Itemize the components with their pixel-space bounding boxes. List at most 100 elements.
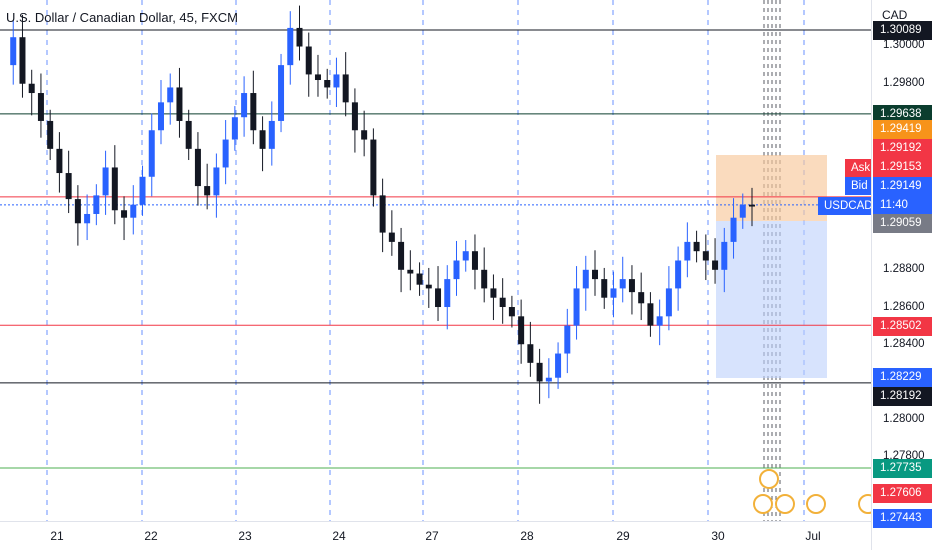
candle-body <box>111 167 118 211</box>
time-axis[interactable]: 21 22 23 24 27 28 29 30 Jul <box>0 521 871 550</box>
candle-body <box>425 284 432 289</box>
price-label: 1.28192 <box>873 387 932 406</box>
candle-body <box>730 217 737 242</box>
candle-body <box>278 65 285 121</box>
candle-body <box>241 93 248 118</box>
candle-body <box>194 148 201 187</box>
price-label: 1.29419 <box>873 120 932 139</box>
date-label: 24 <box>332 529 346 543</box>
price-label: 1.29149 <box>873 177 932 196</box>
candle-body <box>157 102 164 131</box>
candle-body <box>518 316 525 345</box>
price-tick: 1.29800 <box>883 77 925 89</box>
price-label: 1.27443 <box>873 509 932 528</box>
us-flag-icon[interactable] <box>858 494 871 514</box>
candle-body <box>314 74 321 81</box>
candle-body <box>610 288 617 298</box>
candle-body <box>370 139 377 196</box>
candle-body <box>573 288 580 326</box>
candle-body <box>204 186 211 196</box>
loss-zone <box>716 221 827 378</box>
candle-body <box>56 148 63 174</box>
candle-body <box>665 288 672 317</box>
candle-body <box>74 199 81 224</box>
candle-body <box>739 204 746 218</box>
candle-body <box>361 130 368 140</box>
candle-body <box>628 279 635 293</box>
candle-body <box>19 37 26 84</box>
candle-body <box>324 80 331 88</box>
candle-body <box>749 204 755 207</box>
candle-body <box>675 260 682 289</box>
candle-body <box>545 377 552 382</box>
candle-body <box>582 269 589 289</box>
candle-body <box>490 288 497 298</box>
candle-body <box>65 173 72 200</box>
ask-tag: Ask <box>845 159 871 177</box>
candle-body <box>296 27 303 47</box>
candle-body <box>28 83 35 94</box>
price-label: 1.27606 <box>873 484 932 503</box>
candle-body <box>351 102 358 131</box>
candle-body <box>102 167 109 196</box>
candle-body <box>287 27 294 66</box>
candle-body <box>712 260 719 270</box>
candle-body <box>481 269 488 289</box>
date-label: 30 <box>711 529 725 543</box>
price-tick: 1.30000 <box>883 39 925 51</box>
symbol-tag: USDCAD <box>818 197 871 215</box>
candle-body <box>259 130 266 149</box>
date-label: 22 <box>144 529 158 543</box>
price-label: 1.28502 <box>873 317 932 336</box>
price-tick: 1.28000 <box>883 413 925 425</box>
candle-body <box>462 251 469 261</box>
candle-body <box>555 353 562 378</box>
candle-body <box>121 210 128 218</box>
candle-body <box>222 139 229 168</box>
price-label: 1.28229 <box>873 368 932 387</box>
price-label: 1.29059 <box>873 214 932 233</box>
ca-flag-icon[interactable] <box>753 494 773 514</box>
price-chart[interactable]: U.S. Dollar / Canadian Dollar, 45, FXCM … <box>0 0 871 521</box>
price-tick: 1.28400 <box>883 338 925 350</box>
candle-body <box>508 307 515 317</box>
candle-body <box>444 279 451 308</box>
candle-body <box>268 120 275 149</box>
date-label: 27 <box>425 529 439 543</box>
candle-body <box>656 316 663 326</box>
price-tick: 1.28600 <box>883 301 925 313</box>
us-flag-icon[interactable] <box>775 494 795 514</box>
candle-body <box>536 362 543 382</box>
candle-body <box>471 251 478 270</box>
price-label: 1.30089 <box>873 21 932 40</box>
candle-body <box>93 195 100 214</box>
candle-body <box>148 130 155 177</box>
candle-body <box>638 292 645 304</box>
candle-body <box>342 74 349 103</box>
price-tick: 1.28800 <box>883 263 925 275</box>
candle-body <box>139 176 146 205</box>
candle-body <box>702 251 709 261</box>
us-flag-icon[interactable] <box>759 469 779 489</box>
candle-body <box>250 93 257 131</box>
candle-body <box>333 74 340 88</box>
candle-body <box>167 87 174 103</box>
profit-zone <box>716 155 827 221</box>
candle-body <box>453 260 460 280</box>
candle-body <box>130 204 137 218</box>
price-axis[interactable]: CAD 1.30000 1.29800 1.28800 1.28600 1.28… <box>871 0 932 550</box>
candle-body <box>619 279 626 289</box>
candle-body <box>564 325 571 354</box>
candle-body <box>213 167 220 196</box>
candle-body <box>379 195 386 233</box>
chart-canvas[interactable] <box>0 0 871 521</box>
countdown-label: 11:40 <box>873 196 932 215</box>
date-label: 28 <box>520 529 534 543</box>
candle-body <box>47 120 54 149</box>
date-label: 23 <box>238 529 252 543</box>
currency-label: CAD <box>882 8 908 22</box>
bid-tag: Bid <box>845 177 871 195</box>
candle-body <box>84 213 91 224</box>
candle-body <box>305 46 312 75</box>
ca-flag-icon[interactable] <box>806 494 826 514</box>
